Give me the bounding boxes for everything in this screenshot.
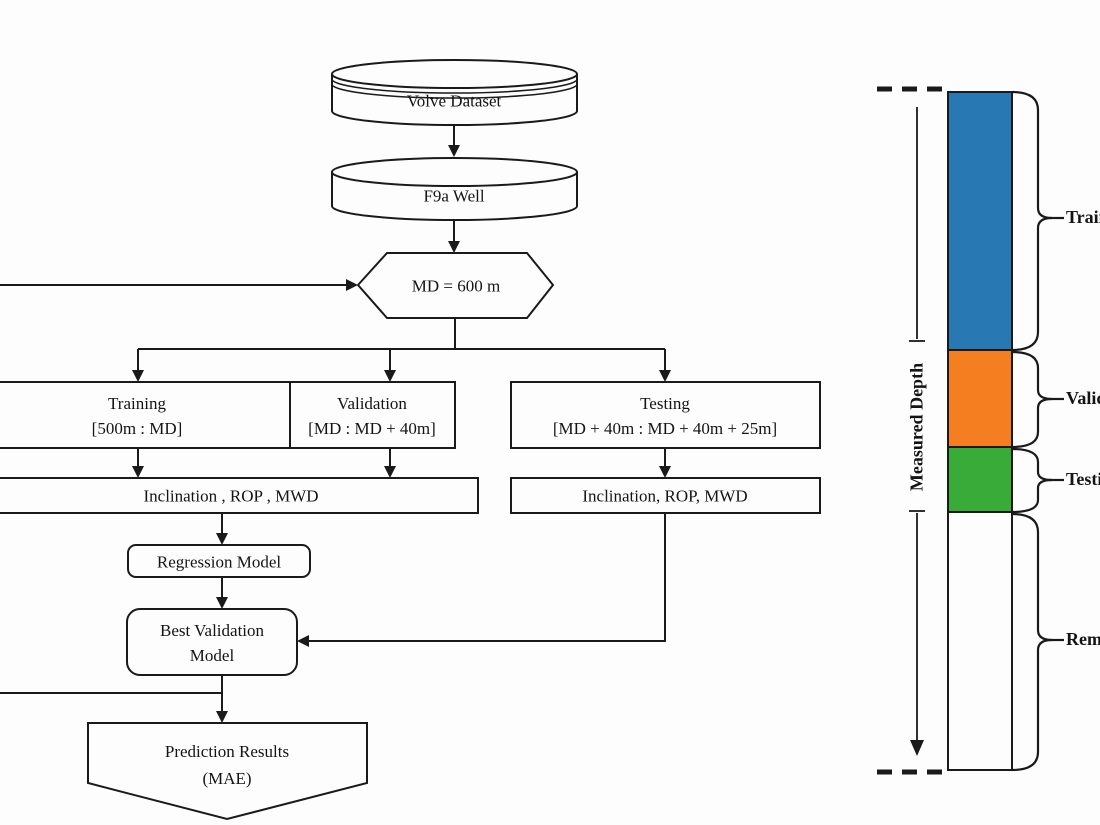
- volve-dataset-cylinder: [331, 59, 578, 126]
- testing-to-best-validation-connector: [297, 513, 666, 647]
- prediction-results-label: Prediction Results (MAE): [165, 738, 289, 792]
- arrows-to-feature-boxes: [132, 448, 671, 478]
- f9a-well-cylinder: [331, 157, 578, 221]
- segment-training: [948, 92, 1012, 350]
- segment-training-label: Training: [1066, 207, 1100, 227]
- testing-range: [MD + 40m : MD + 40m + 25m]: [552, 419, 778, 438]
- training-box: [0, 381, 291, 449]
- training-label: Training [500m : MD]: [92, 391, 183, 441]
- segment-testing: [948, 447, 1012, 512]
- testing-label: Testing [MD + 40m : MD + 40m + 25m]: [553, 391, 777, 441]
- prediction-line1: Prediction Results: [164, 742, 290, 761]
- validation-box: [289, 381, 456, 449]
- features-train-val-box: [0, 477, 479, 514]
- training-title: Training: [108, 394, 166, 413]
- cylinder-rim-1: [331, 78, 578, 94]
- testing-title: Testing: [640, 394, 690, 413]
- features-test-label: Inclination, ROP, MWD: [582, 486, 748, 506]
- validation-range: [MD : MD + 40m]: [308, 419, 436, 438]
- regression-model-box: [127, 544, 311, 578]
- segment-testing-label: Testing: [1066, 469, 1100, 489]
- arrow-volve-to-f9a: [448, 125, 460, 157]
- volve-dataset-label: Volve Dataset: [406, 91, 502, 111]
- f9a-well-label: F9a Well: [423, 186, 485, 206]
- prediction-results-shape: [87, 722, 368, 821]
- segment-validation: [948, 350, 1012, 447]
- bvm-output-connectors: [0, 675, 228, 723]
- validation-label: Validation [MD : MD + 40m]: [308, 391, 436, 441]
- arrow-to-regression: [216, 513, 228, 545]
- depth-column: [947, 91, 1013, 771]
- cylinder-rim-2: [331, 83, 578, 99]
- feedback-arrow-into-md: [0, 279, 358, 291]
- segment-remaining-label: Remaining: [1066, 629, 1100, 649]
- md-condition-label: MD = 600 m: [411, 276, 501, 296]
- brace-testing: [1011, 447, 1053, 514]
- md-condition-hexagon: [356, 252, 555, 319]
- features-test-box: [510, 477, 821, 514]
- arrow-to-best-validation: [216, 577, 228, 609]
- best-validation-model-label: Best Validation Model: [160, 618, 264, 668]
- depth-column-outline: [947, 91, 1013, 771]
- best-validation-line2: Model: [189, 646, 235, 665]
- best-validation-model-box: [126, 608, 298, 676]
- measured-depth-axis-label: Measured Depth: [906, 362, 927, 492]
- training-range: [500m : MD]: [91, 419, 183, 438]
- testing-box: [510, 381, 821, 449]
- measured-depth-axis-arrow: [909, 107, 925, 756]
- validation-title: Validation: [337, 394, 407, 413]
- branch-connectors: [132, 318, 671, 382]
- prediction-line2: (MAE): [202, 769, 252, 788]
- regression-model-label: Regression Model: [156, 552, 282, 572]
- brace-training: [1011, 90, 1053, 352]
- best-validation-line1: Best Validation: [159, 621, 265, 640]
- cylinder-top: [331, 59, 578, 89]
- brace-validation: [1011, 350, 1053, 449]
- cylinder-top: [331, 157, 578, 187]
- axis-arrowhead-down: [910, 740, 924, 756]
- arrow-f9a-to-md: [448, 220, 460, 253]
- segment-remaining: [948, 512, 1012, 770]
- features-train-val-label: Inclination , ROP , MWD: [143, 486, 319, 506]
- brace-remaining: [1011, 512, 1053, 772]
- segment-validation-label: Validation: [1066, 388, 1100, 408]
